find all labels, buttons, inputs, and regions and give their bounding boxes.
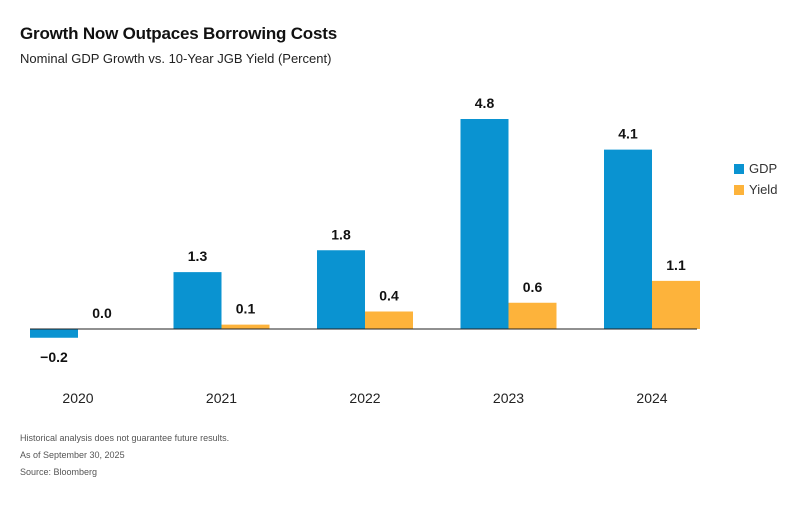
footnotes: Historical analysis does not guarantee f… (20, 430, 229, 481)
bar-gdp-2022 (317, 250, 365, 329)
bar-yield-2021 (221, 324, 270, 329)
legend-label-yield: Yield (749, 182, 778, 197)
data-label-gdp-2020: −0.2 (40, 349, 68, 365)
footnote-disclaimer: Historical analysis does not guarantee f… (20, 433, 230, 443)
data-label-yield-2020: 0.0 (92, 305, 112, 321)
data-label-yield-2024: 1.1 (666, 257, 686, 273)
legend-item-yield: Yield (734, 179, 777, 200)
data-label-gdp-2023: 4.8 (475, 95, 495, 111)
x-tick-label-2024: 2024 (636, 390, 667, 406)
legend-item-gdp: GDP (734, 158, 777, 179)
data-label-gdp-2024: 4.1 (618, 126, 638, 142)
x-tick-label-2023: 2023 (493, 390, 524, 406)
data-label-yield-2023: 0.6 (523, 279, 543, 295)
data-label-yield-2022: 0.4 (379, 288, 399, 304)
x-tick-label-2022: 2022 (349, 390, 380, 406)
legend-swatch-yield (734, 184, 744, 195)
x-tick-label-2021: 2021 (206, 390, 237, 406)
chart-subtitle: Nominal GDP Growth vs. 10-Year JGB Yield… (20, 51, 332, 66)
data-label-gdp-2021: 1.3 (188, 248, 208, 264)
legend-label-gdp: GDP (749, 161, 778, 176)
bar-gdp-2020 (30, 329, 78, 338)
bar-yield-2024 (652, 280, 700, 329)
bar-yield-2023 (508, 302, 557, 329)
legend: GDP Yield (734, 158, 777, 200)
x-tick-label-2020: 2020 (62, 390, 93, 406)
data-label-gdp-2022: 1.8 (331, 226, 351, 242)
bar-chart: −0.2 0.0 1.3 0.1 1.8 0.4 4.8 0.6 4.1 1.1 2020 2021… (30, 95, 700, 406)
data-label-yield-2021: 0.1 (236, 301, 256, 317)
footnote-source: Source: Bloomberg (20, 467, 98, 477)
bar-yield-2022 (365, 311, 413, 329)
legend-swatch-gdp (734, 163, 744, 174)
bar-gdp-2024 (604, 149, 652, 329)
bar-gdp-2021 (173, 272, 222, 329)
footnote-date: As of September 30, 2025 (20, 450, 125, 460)
bar-gdp-2023 (460, 119, 509, 329)
chart-title: Growth Now Outpaces Borrowing Costs (20, 24, 337, 43)
